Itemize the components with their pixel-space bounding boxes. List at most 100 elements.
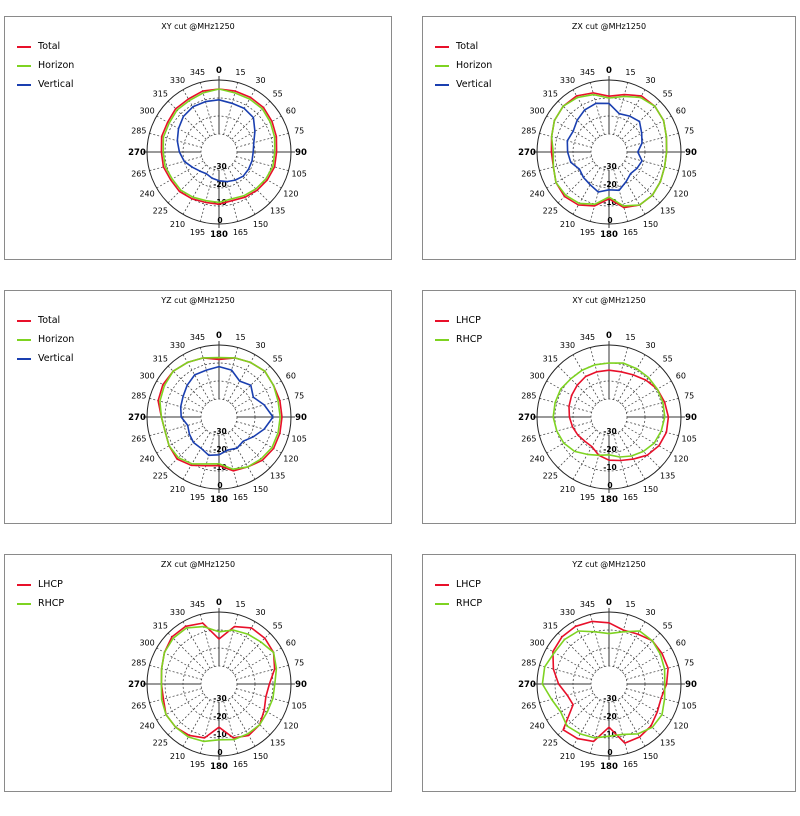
legend-label: RHCP [456,598,483,609]
data-point [231,102,233,104]
angle-tick-label: 165 [623,493,638,502]
data-point [204,737,206,739]
data-point [231,198,233,200]
series-horizon-trace [159,356,281,470]
legend-swatch [17,319,31,322]
angle-tick-label: 315 [543,89,558,98]
data-point [661,652,663,654]
data-point [247,733,249,735]
data-point [623,207,625,209]
data-point [161,668,163,670]
data-point [608,95,610,97]
angle-tick-label: 15 [235,68,245,77]
data-point [277,400,279,402]
grid-spoke [572,354,601,402]
grid-spoke [546,380,594,409]
radial-tick-label: -30 [213,162,227,171]
data-point [623,95,625,97]
data-point [664,698,666,700]
angle-tick-label: 270 [518,680,536,690]
grid-spoke [231,100,271,140]
grid-spoke [590,82,605,135]
grid-spoke [539,398,592,413]
data-point [200,447,202,449]
chart-title: XY cut @MHz1250 [572,296,646,305]
data-point [664,416,666,418]
data-point [172,370,174,372]
legend-swatch [17,83,31,86]
data-point [608,633,610,635]
grid-spoke [624,692,672,721]
legend-item: RHCP [17,594,64,613]
grid-spoke [621,164,661,204]
data-point [162,384,164,386]
data-point [266,179,268,181]
grid-spoke [617,432,646,480]
angle-tick-label: 0 [606,598,612,608]
data-point [186,627,188,629]
angle-tick-label: 150 [643,220,658,229]
data-point [234,90,236,92]
angle-tick-label: 330 [170,608,185,617]
angle-tick-label: 55 [663,621,673,630]
angle-tick-label: 150 [253,485,268,494]
grid-spoke [149,156,202,171]
data-point [218,465,220,467]
radial-tick-label: -20 [603,445,617,454]
grid-spoke [236,133,289,148]
data-point [659,653,661,655]
angle-tick-label: 60 [676,107,686,116]
data-point [177,128,180,130]
grid-spoke [546,160,594,189]
angle-tick-label: 15 [625,68,635,77]
radial-tick-label: -20 [603,712,617,721]
data-point [639,630,641,632]
radial-tick-label: 0 [607,748,612,757]
angle-tick-label: 210 [560,485,575,494]
legend-swatch [435,45,449,48]
grid-spoke [557,100,597,140]
data-point [651,726,653,728]
data-point [202,90,204,92]
grid-spoke [236,665,289,680]
data-point [180,406,182,408]
grid-spoke [156,692,204,721]
data-point [551,136,553,138]
grid-spoke [590,701,605,754]
data-point [660,697,662,699]
data-point [187,98,189,100]
data-point [577,204,579,206]
legend-label: Vertical [456,79,492,90]
chart-legend: LHCP RHCP [435,575,482,613]
grid-spoke [572,432,601,480]
angle-tick-label: 195 [190,493,205,502]
radial-tick-label: 0 [607,481,612,490]
data-point [562,729,564,731]
data-point [659,181,661,183]
grid-spoke [200,347,215,400]
data-point [218,201,220,203]
data-point [582,176,585,179]
data-point [576,95,578,97]
legend-swatch [17,602,31,605]
angle-tick-label: 225 [543,739,558,748]
data-point [205,369,207,371]
data-point [271,447,273,449]
angle-tick-label: 55 [273,354,283,363]
angle-tick-label: 315 [153,354,168,363]
grid-spoke [621,696,661,736]
data-point [274,136,276,138]
data-point [608,735,610,737]
angle-tick-label: 15 [235,333,245,342]
data-point [233,739,235,741]
data-point [654,105,656,107]
angle-tick-label: 285 [521,659,536,668]
data-point [552,651,554,653]
radial-tick-label: -30 [213,694,227,703]
data-point [618,189,620,191]
grid-spoke [227,699,256,747]
data-point [658,445,660,447]
legend-item: RHCP [435,330,482,349]
grid-spoke [539,133,592,148]
data-point [171,636,173,638]
